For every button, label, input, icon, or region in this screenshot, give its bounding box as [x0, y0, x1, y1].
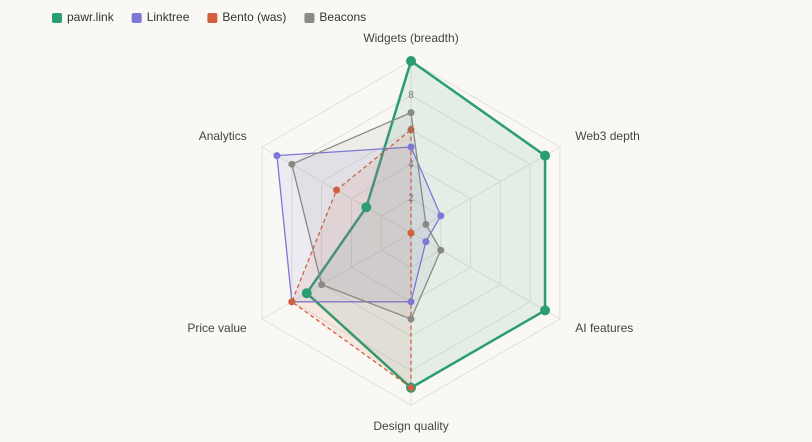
data-point: [540, 150, 551, 161]
axis-label: Web3 depth: [575, 129, 640, 143]
data-point: [407, 298, 415, 306]
r-tick-label: 6: [408, 124, 414, 135]
grid-spoke: [410, 232, 561, 320]
r-tick-label: 2: [408, 193, 414, 204]
data-point: [540, 305, 551, 316]
legend-label: Beacons: [319, 10, 366, 24]
r-tick-label: 4: [408, 159, 414, 170]
data-point: [407, 143, 415, 151]
data-point: [437, 246, 445, 254]
data-point: [407, 229, 415, 237]
grid-spoke: [410, 146, 561, 234]
data-point: [333, 186, 341, 194]
data-point: [406, 56, 416, 66]
grid-spoke: [261, 232, 412, 320]
legend-swatch: [304, 13, 315, 23]
legend-label: Bento (was): [222, 10, 286, 24]
data-point: [288, 160, 296, 168]
data-point: [273, 152, 281, 160]
axis-label: Analytics: [199, 129, 247, 143]
data-point: [288, 298, 296, 306]
data-point: [318, 281, 326, 289]
axis-label: Design quality: [373, 419, 448, 433]
axis-label: Widgets (breadth): [363, 31, 458, 45]
data-point: [361, 202, 372, 213]
r-tick-label: 8: [408, 90, 414, 101]
legend: pawr.link Linktree Bento (was) Beacons: [52, 10, 366, 24]
axis-label: Price value: [187, 321, 247, 335]
data-point: [407, 109, 415, 117]
axis-label: AI features: [575, 321, 633, 335]
data-point: [407, 126, 415, 134]
legend-label: Linktree: [147, 10, 190, 24]
data-point: [422, 238, 430, 246]
legend-swatch: [131, 13, 142, 23]
legend-label: pawr.link: [67, 10, 115, 24]
series-area: [291, 128, 412, 390]
data-point: [301, 288, 312, 299]
data-point: [407, 315, 415, 323]
data-point: [422, 220, 430, 228]
legend-swatch: [207, 13, 218, 23]
data-point: [407, 384, 415, 392]
legend-swatch: [52, 13, 62, 23]
data-point: [437, 212, 445, 220]
